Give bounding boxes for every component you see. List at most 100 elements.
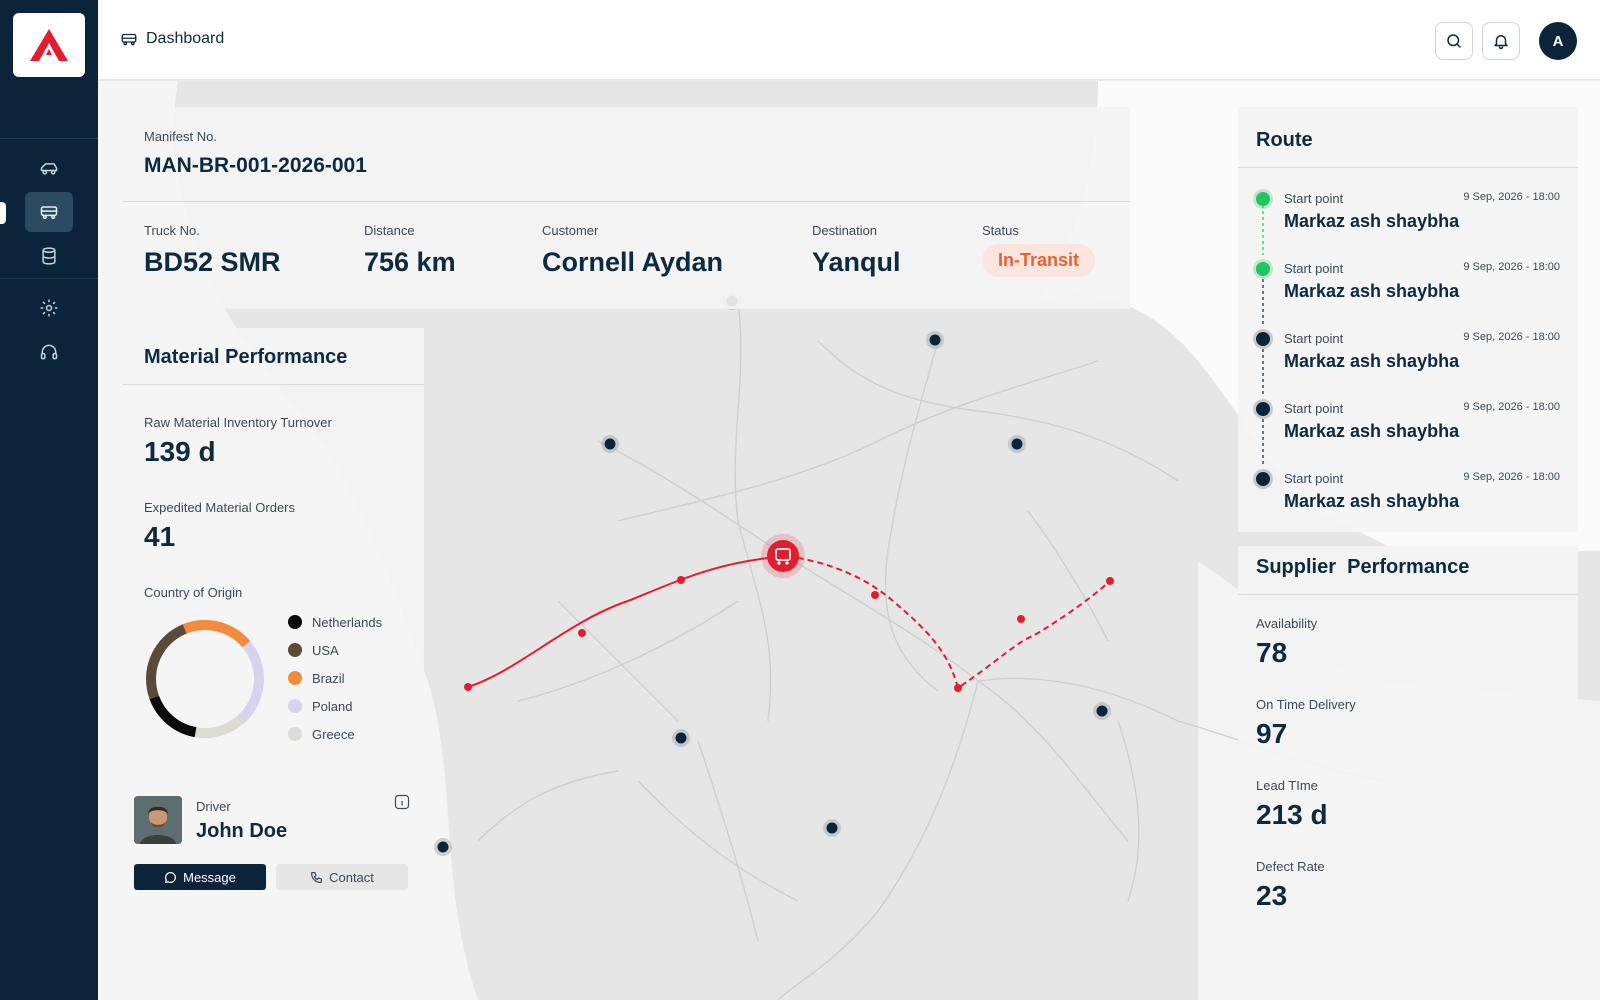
- legend-item: Poland: [288, 692, 382, 720]
- material-performance-panel: Material Performance Raw Material Invent…: [122, 328, 424, 768]
- legend-dot: [288, 699, 302, 713]
- sidebar-divider: [0, 278, 98, 279]
- manifest-number: MAN-BR-001-2026-001: [144, 154, 367, 177]
- legend-label: Greece: [312, 726, 355, 742]
- route-stop-dot: [1256, 192, 1270, 206]
- legend-label: Brazil: [312, 670, 345, 686]
- turnover-label: Raw Material Inventory Turnover: [144, 415, 332, 430]
- supplier-title: Supplier Performance: [1256, 556, 1470, 578]
- lead-time-label: Lead TIme: [1256, 778, 1318, 793]
- route-stop-label: Start point: [1284, 261, 1344, 276]
- route-stop[interactable]: Start point 9 Sep, 2026 - 18:00 Markaz ash…: [1238, 467, 1578, 527]
- legend-item: Brazil: [288, 664, 382, 692]
- status-label: Status: [982, 223, 1019, 238]
- distance-info: Distance 756 km: [364, 223, 456, 278]
- user-avatar[interactable]: A: [1539, 22, 1577, 60]
- material-divider: [122, 384, 424, 385]
- status-info: Status In-Transit: [982, 223, 1096, 277]
- legend-dot: [288, 643, 302, 657]
- route-stop-time: 9 Sep, 2026 - 18:00: [1463, 401, 1560, 413]
- search-icon: [1447, 34, 1461, 48]
- legend-label: Poland: [312, 698, 353, 714]
- customer-name: Cornell Aydan: [542, 247, 724, 277]
- route-title: Route: [1256, 129, 1313, 151]
- driver-panel: Driver John Doe Message Contact: [122, 784, 424, 906]
- route-stop-label: Start point: [1284, 401, 1344, 416]
- car-icon: [40, 163, 58, 175]
- nav-support[interactable]: [25, 332, 73, 372]
- defect-rate-value: 23: [1256, 880, 1288, 911]
- route-divider: [1238, 167, 1578, 168]
- route-waypoints: [464, 576, 1114, 692]
- route-stop[interactable]: Start point 9 Sep, 2026 - 18:00 Markaz ash…: [1238, 257, 1578, 317]
- route-stop-dot: [1256, 472, 1270, 486]
- message-label: Message: [183, 869, 236, 885]
- nav-shipments[interactable]: [25, 192, 73, 232]
- route-panel: Route Start point 9 Sep, 2026 - 18:00 Mark…: [1238, 107, 1578, 532]
- truck-icon: [40, 206, 58, 220]
- route-stop[interactable]: Start point 9 Sep, 2026 - 18:00 Markaz ash…: [1238, 397, 1578, 457]
- route-stop[interactable]: Start point 9 Sep, 2026 - 18:00 Markaz ash…: [1238, 327, 1578, 387]
- nav-database[interactable]: [25, 236, 73, 276]
- sidebar-divider: [0, 138, 98, 139]
- ontime-value: 97: [1256, 718, 1288, 749]
- legend-item: Greece: [288, 720, 382, 748]
- route-stop-place: Markaz ash shaybha: [1284, 491, 1460, 511]
- donut-slice-usa: [146, 624, 187, 700]
- driver-photo: [134, 796, 182, 844]
- route-stop-time: 9 Sep, 2026 - 18:00: [1463, 331, 1560, 343]
- distance-label: Distance: [364, 223, 415, 238]
- donut-slice-brazil: [182, 620, 251, 648]
- headset-icon: [40, 344, 58, 360]
- top-header: Dashboard A: [98, 0, 1600, 80]
- search-button[interactable]: [1435, 22, 1473, 60]
- orders-label: Expedited Material Orders: [144, 500, 296, 515]
- brand-logo[interactable]: [13, 13, 85, 77]
- legend-dot: [288, 615, 302, 629]
- truck-location-marker[interactable]: [761, 534, 805, 578]
- message-button[interactable]: Message: [134, 864, 266, 890]
- legend-dot: [288, 727, 302, 741]
- active-nav-marker: [0, 202, 6, 224]
- nav-vehicles[interactable]: [25, 148, 73, 188]
- breadcrumb-label: Dashboard: [146, 30, 225, 47]
- gear-icon: [40, 299, 58, 317]
- availability-label: Availability: [1256, 616, 1318, 631]
- lead-time-value: 213 d: [1256, 799, 1328, 830]
- supplier-divider: [1238, 594, 1578, 595]
- truck-icon: [121, 33, 137, 46]
- driver-more-button[interactable]: [394, 794, 410, 815]
- route-stop-dot: [1256, 262, 1270, 276]
- defect-rate-label: Defect Rate: [1256, 859, 1325, 874]
- truck-info: Truck No. BD52 SMR: [144, 223, 281, 278]
- origin-label: Country of Origin: [144, 585, 243, 600]
- route-stop-place: Markaz ash shaybha: [1284, 351, 1460, 371]
- supplier-performance-panel: Supplier Performance Availability 78 On …: [1238, 546, 1578, 938]
- legend-label: Netherlands: [312, 614, 383, 630]
- route-stop-time: 9 Sep, 2026 - 18:00: [1463, 471, 1560, 483]
- route-stop-dot: [1256, 402, 1270, 416]
- driver-label: Driver: [196, 799, 231, 814]
- material-title: Material Performance: [144, 346, 348, 368]
- nav-settings[interactable]: [25, 288, 73, 328]
- truck-number: BD52 SMR: [144, 247, 281, 277]
- notifications-button[interactable]: [1482, 22, 1520, 60]
- contact-label: Contact: [329, 869, 374, 885]
- bell-icon: [1494, 35, 1508, 50]
- donut-slice-poland: [237, 641, 264, 723]
- info-icon: [394, 794, 410, 810]
- manifest-label: Manifest No.: [144, 129, 217, 144]
- phone-icon: [311, 871, 323, 883]
- legend-item: Netherlands: [288, 608, 382, 636]
- breadcrumb[interactable]: Dashboard: [120, 30, 224, 48]
- destination-value: Yanqul: [812, 247, 901, 277]
- ontime-label: On Time Delivery: [1256, 697, 1356, 712]
- route-stop[interactable]: Start point 9 Sep, 2026 - 18:00 Markaz ash…: [1238, 187, 1578, 247]
- donut-slice-netherlands: [149, 695, 197, 738]
- contact-button[interactable]: Contact: [276, 864, 408, 890]
- legend-dot: [288, 671, 302, 685]
- route-stop-label: Start point: [1284, 191, 1344, 206]
- destination-info: Destination Yanqul: [812, 223, 901, 278]
- status-badge: In-Transit: [982, 244, 1096, 277]
- route-stop-place: Markaz ash shaybha: [1284, 211, 1460, 231]
